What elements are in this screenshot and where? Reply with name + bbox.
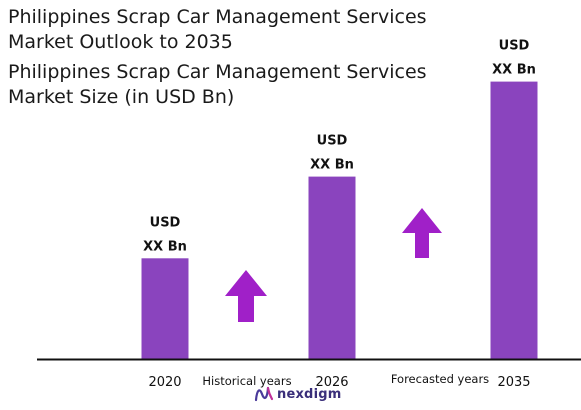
bar-value-label: USD [150,215,181,230]
bar-value-label: USD [499,39,530,54]
chart-title-line-2: Market Outlook to 2035 [8,31,233,53]
bar-value-label: XX Bn [492,63,536,78]
chart-subtitle-line-2: Market Size (in USD Bn) [8,86,235,108]
labels-layer: USD XX Bn 2020 USD XX Bn 2026 USD XX Bn 2035 Hist… [143,39,536,390]
bar-2026 [308,176,356,359]
bar-value-label: XX Bn [143,239,187,254]
bar-2020 [141,258,189,359]
chart-title-line-1: Philippines Scrap Car Management Service… [8,6,427,28]
nexdigm-logo-text: nexdigm [277,386,342,402]
bar-2035 [490,81,538,359]
x-tick-label-2026: 2026 [315,375,348,390]
x-tick-label-2020: 2020 [148,375,181,390]
period-label: Historical years [202,374,291,388]
chart-title: Philippines Scrap Car Management Service… [8,5,427,55]
growth-arrow-icon [225,270,267,322]
bar-value-label: XX Bn [310,158,354,173]
arrows-layer [225,208,442,322]
chart-subtitle: Philippines Scrap Car Management Service… [8,60,427,110]
nexdigm-logo: nexdigm [254,384,341,404]
period-label: Forecasted years [391,372,489,386]
growth-arrow-icon [402,208,442,258]
chart-subtitle-line-1: Philippines Scrap Car Management Service… [8,61,427,83]
bars-layer [141,81,538,359]
nexdigm-logo-icon [254,386,274,402]
bar-value-label: USD [317,134,348,149]
x-tick-label-2035: 2035 [497,375,530,390]
